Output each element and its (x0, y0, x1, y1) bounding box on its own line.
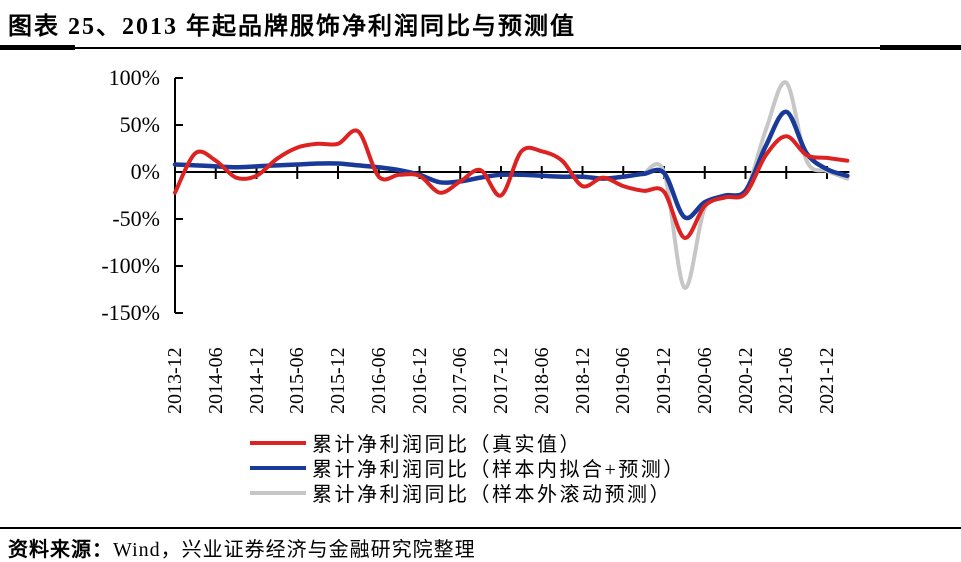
chart-legend: 累计净利润同比（真实值） 累计净利润同比（样本内拟合+预测） 累计净利润同比（样本外… (250, 430, 686, 506)
series-line (172, 109, 850, 221)
x-tick-label: 2014-12 (245, 347, 268, 414)
x-tick-label: 2018-12 (571, 347, 594, 414)
x-tick-label: 2016-12 (408, 347, 431, 414)
x-tick-label: 2015-12 (327, 347, 349, 414)
y-tick-label: -150% (101, 300, 160, 325)
chart-series-lines (172, 80, 850, 290)
y-tick-label: -100% (101, 253, 160, 278)
x-tick-label: 2017-06 (449, 347, 472, 414)
footer-rule (0, 527, 961, 529)
x-tick-label: 2020-12 (734, 347, 757, 414)
legend-item: 累计净利润同比（样本外滚动预测） (250, 480, 686, 506)
x-tick-label: 2020-06 (693, 347, 716, 414)
title-underline-right-accent (880, 45, 961, 50)
y-tick-label: 50% (119, 112, 160, 137)
title-underline (0, 47, 961, 49)
legend-item: 累计净利润同比（真实值） (250, 430, 686, 456)
legend-label: 累计净利润同比（真实值） (312, 434, 582, 456)
source-label: 资料来源： (8, 539, 113, 561)
legend-line-swatch (250, 490, 306, 495)
legend-label: 累计净利润同比（样本外滚动预测） (312, 484, 672, 506)
x-tick-label: 2018-06 (530, 347, 553, 414)
x-tick-label: 2019-06 (612, 347, 635, 414)
x-tick-label: 2019-12 (653, 347, 675, 414)
x-tick-label: 2016-06 (367, 347, 390, 414)
x-tick-label: 2021-06 (775, 347, 798, 414)
series-line (173, 128, 850, 240)
figure-title: 图表 25、2013 年起品牌服饰净利润同比与预测值 (8, 14, 576, 40)
y-tick-label: -50% (112, 206, 160, 231)
chart-axes (174, 77, 850, 314)
x-tick-label: 2013-12 (164, 347, 186, 414)
legend-line-swatch (250, 465, 306, 470)
y-tick-label: 100% (108, 65, 160, 90)
source-note: 资料来源：Wind，兴业证券经济与金融研究院整理 (8, 533, 476, 562)
title-underline-left-accent (0, 45, 75, 50)
x-tick-label: 2014-06 (204, 347, 227, 414)
legend-line-swatch (250, 440, 306, 445)
x-tick-label: 2015-06 (286, 347, 309, 414)
x-tick-label: 2017-12 (490, 347, 512, 414)
legend-item: 累计净利润同比（样本内拟合+预测） (250, 455, 686, 481)
legend-label: 累计净利润同比（样本内拟合+预测） (312, 459, 686, 481)
y-tick-label: 0% (130, 159, 160, 184)
source-text: Wind，兴业证券经济与金融研究院整理 (113, 539, 476, 561)
x-tick-label: 2021-12 (816, 347, 838, 414)
series-line (641, 80, 850, 290)
